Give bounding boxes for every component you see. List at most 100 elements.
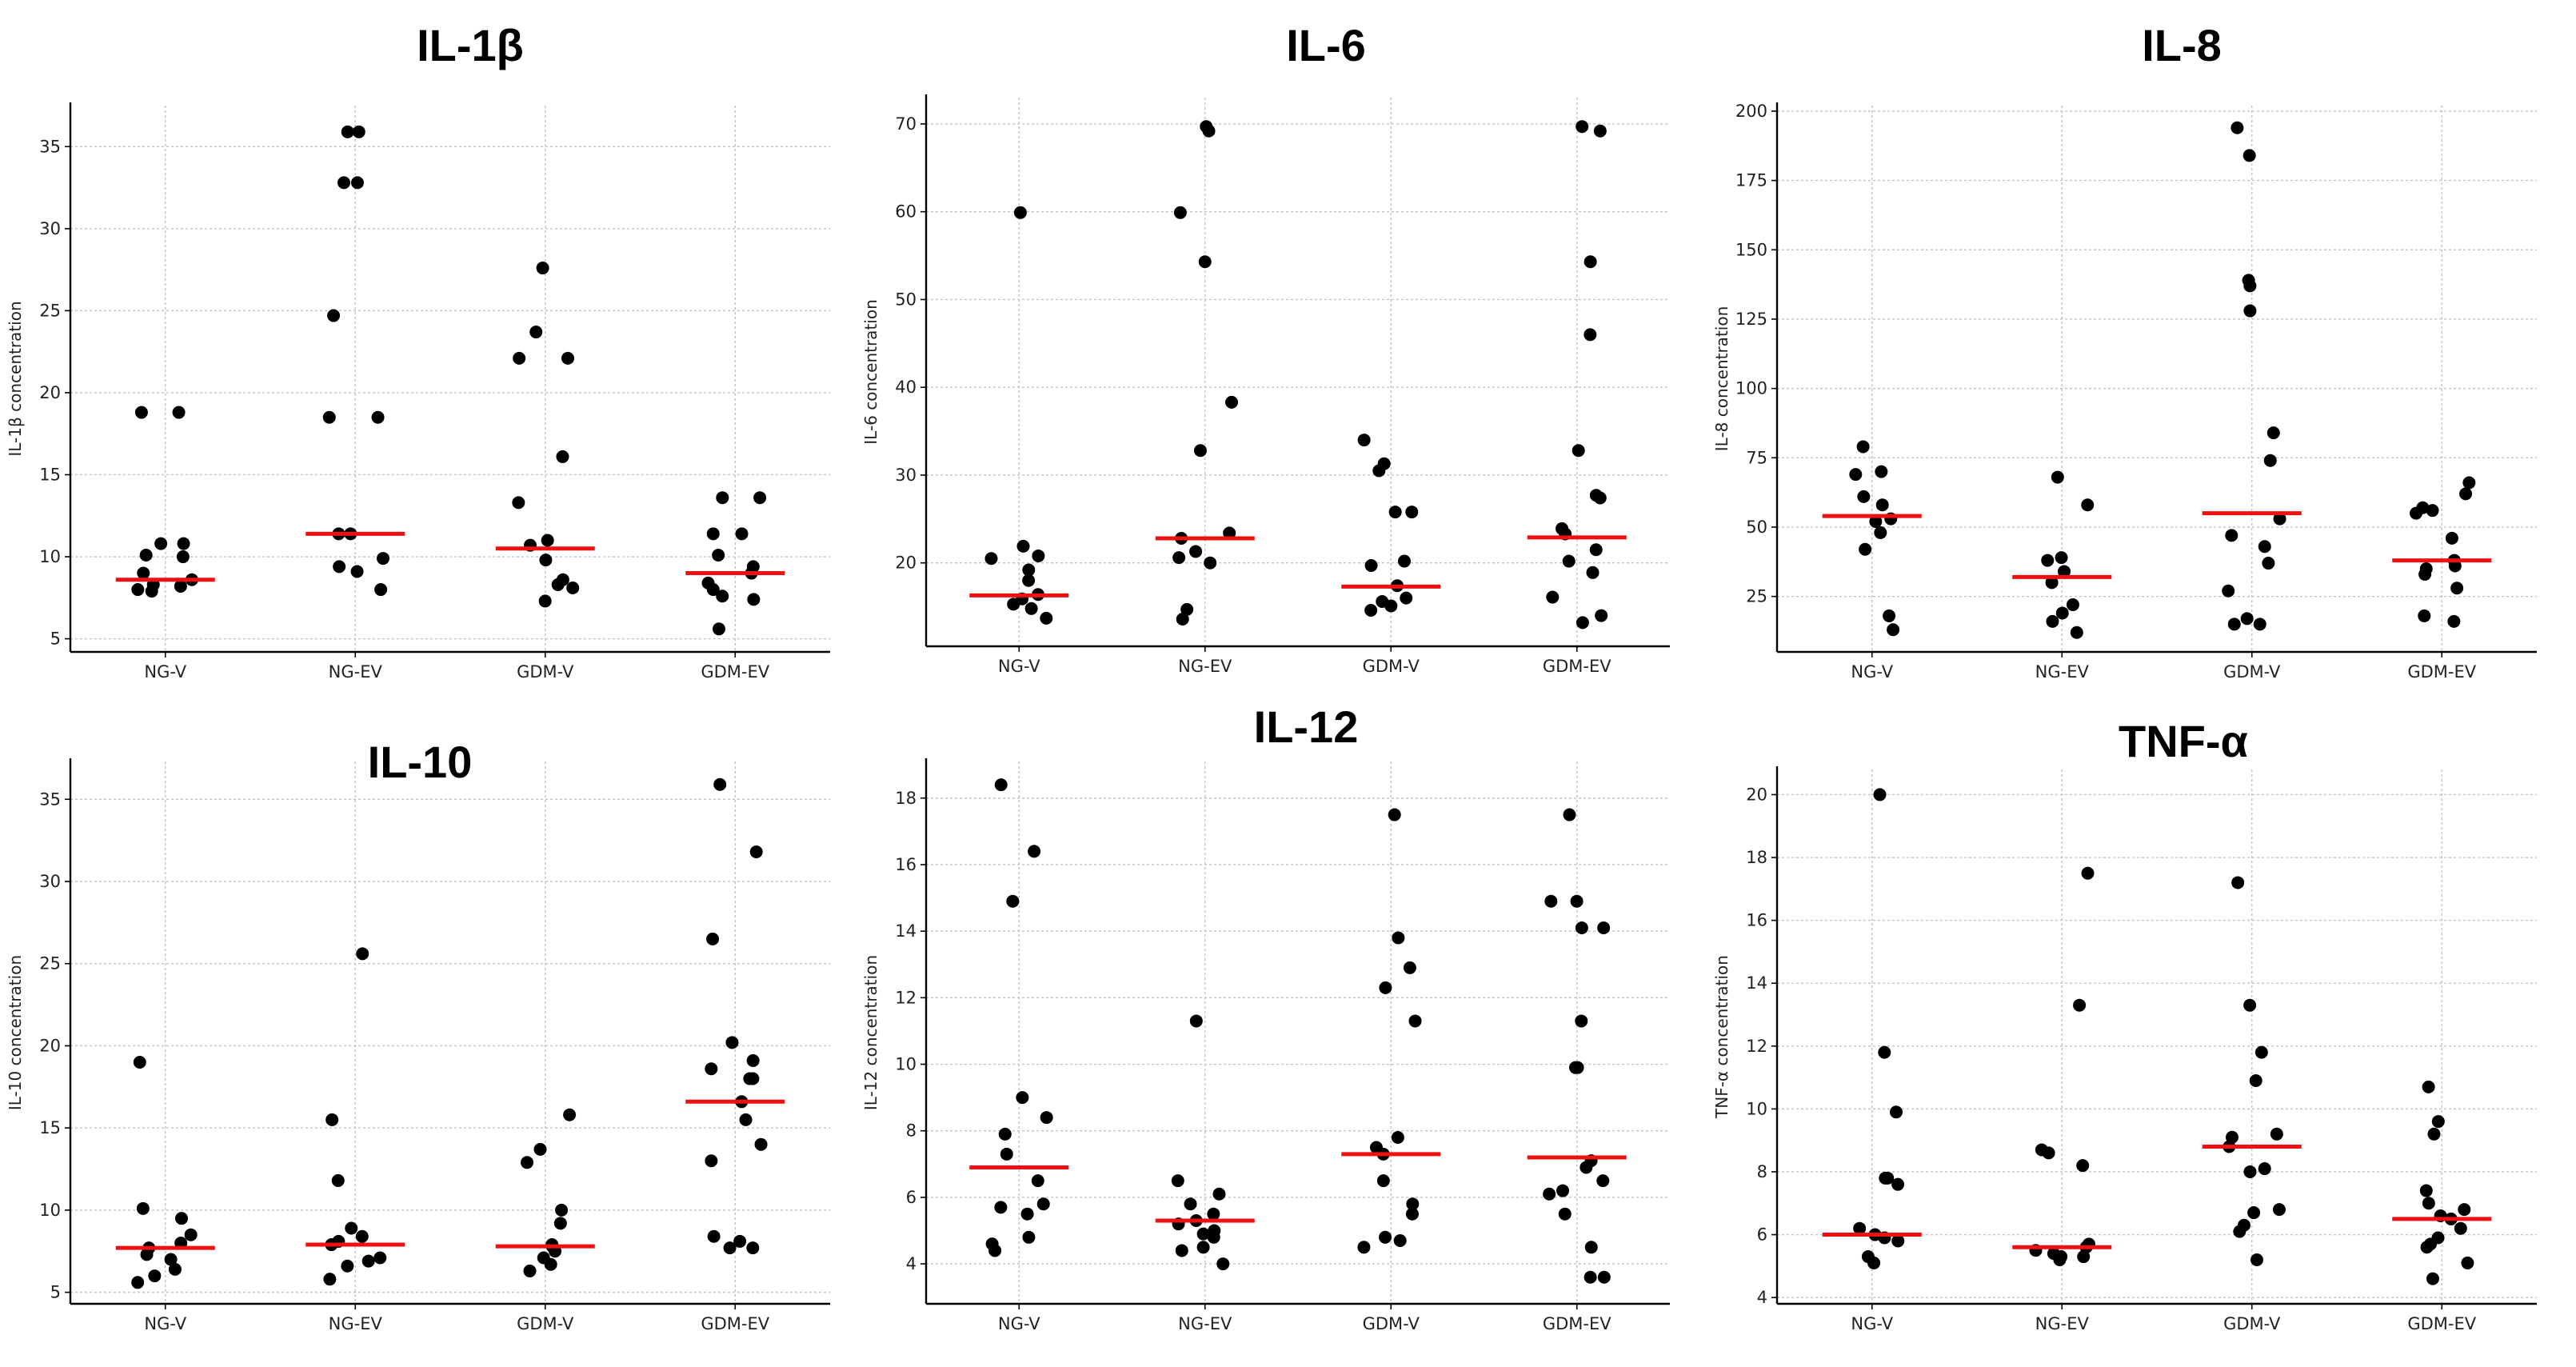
data-point — [2426, 1272, 2439, 1285]
data-point — [2419, 1184, 2433, 1197]
data-point — [1216, 1257, 1230, 1271]
y-tick-label: 18 — [1746, 848, 1767, 867]
data-point — [1891, 1234, 1905, 1248]
data-point — [1379, 1230, 1392, 1244]
data-point — [1597, 921, 1611, 934]
data-point — [716, 590, 729, 603]
data-point — [373, 1251, 387, 1265]
data-point — [1867, 1256, 1881, 1269]
x-tick-label: GDM-EV — [701, 1314, 769, 1333]
data-point — [2422, 1080, 2435, 1093]
data-point — [1171, 1174, 1184, 1188]
data-point — [2055, 606, 2069, 620]
data-point — [706, 932, 720, 945]
data-point — [706, 583, 720, 597]
y-tick-label: 70 — [895, 114, 917, 134]
data-point — [1570, 894, 1584, 908]
y-tick-label: 40 — [895, 378, 917, 397]
data-point — [1586, 566, 1600, 579]
y-axis-label: IL-8 concentration — [1712, 306, 1731, 452]
data-point — [376, 552, 389, 566]
data-point — [1372, 464, 1386, 478]
data-point — [994, 778, 1008, 792]
data-point — [1562, 554, 1576, 568]
y-axis-label: TNF-α concentration — [1712, 955, 1731, 1119]
data-point — [1575, 921, 1588, 934]
data-point — [998, 1127, 1012, 1141]
y-tick-label: 12 — [1746, 1037, 1767, 1056]
data-point — [2231, 876, 2245, 889]
data-point — [323, 1273, 337, 1286]
x-tick-label: GDM-EV — [1543, 657, 1611, 676]
data-point — [1576, 120, 1589, 134]
data-point — [733, 1234, 747, 1248]
data-point — [716, 491, 729, 505]
data-point — [2426, 504, 2439, 518]
data-point — [1175, 1244, 1188, 1257]
data-point — [2066, 598, 2079, 612]
data-point — [131, 1276, 145, 1289]
data-point — [746, 1072, 760, 1085]
data-point — [1853, 1221, 1867, 1235]
data-point — [705, 1062, 718, 1076]
data-point — [1597, 1270, 1611, 1284]
data-point — [1589, 543, 1603, 557]
x-tick-label: GDM-V — [517, 662, 574, 682]
data-point — [1376, 1174, 1390, 1188]
data-point — [2053, 1253, 2067, 1266]
y-axis-label: IL-1β concentration — [6, 301, 25, 456]
y-tick-label: 10 — [895, 1055, 917, 1074]
data-point — [2450, 582, 2464, 595]
data-point — [1364, 559, 1378, 573]
data-point — [1007, 598, 1020, 611]
y-tick-label: 50 — [1746, 518, 1767, 537]
data-point — [988, 1244, 1002, 1257]
data-point — [753, 491, 767, 505]
data-point — [1204, 556, 1217, 570]
data-point — [1400, 591, 1413, 605]
data-point — [513, 351, 526, 365]
data-point — [1016, 539, 1030, 553]
data-point — [1189, 545, 1203, 558]
data-point — [1022, 574, 1036, 587]
data-point — [137, 566, 150, 580]
data-point — [2225, 529, 2239, 542]
data-point — [2070, 626, 2083, 639]
data-point — [538, 594, 552, 608]
y-tick-label: 50 — [895, 290, 917, 309]
data-point — [1403, 961, 1416, 974]
data-point — [536, 262, 549, 275]
data-point — [184, 1228, 198, 1241]
x-tick-label: NG-V — [998, 657, 1040, 676]
data-point — [2454, 1221, 2467, 1235]
data-point — [1198, 255, 1212, 269]
data-point — [1889, 1105, 1903, 1119]
data-point — [168, 1262, 182, 1276]
y-tick-label: 14 — [895, 921, 917, 941]
data-point — [1184, 1197, 1197, 1211]
x-tick-label: GDM-EV — [1543, 1314, 1611, 1333]
data-point — [341, 125, 354, 138]
data-point — [521, 1156, 534, 1169]
data-point — [566, 582, 580, 595]
data-point — [2045, 576, 2059, 590]
data-point — [2233, 1225, 2247, 1238]
data-point — [2077, 1250, 2091, 1264]
data-point — [2227, 618, 2241, 631]
y-tick-label: 20 — [895, 554, 917, 573]
data-point — [1859, 542, 1872, 556]
data-point — [148, 1269, 162, 1283]
y-tick-label: 15 — [39, 465, 61, 484]
data-point — [154, 537, 168, 550]
data-point — [1563, 808, 1576, 821]
chart-title: IL-10 — [368, 737, 473, 787]
chart-panel-2: 20 30 40 50 60 70 NG-V NG-EV GDM-V GDM-EV IL-6 con… — [861, 20, 1670, 676]
data-point — [1379, 981, 1392, 994]
data-point — [1391, 1131, 1404, 1145]
data-point — [1193, 444, 1207, 458]
data-point — [1596, 1174, 1610, 1188]
data-point — [325, 1113, 339, 1126]
data-point — [1878, 1045, 1891, 1059]
y-tick-label: 12 — [895, 988, 917, 1007]
data-point — [556, 450, 569, 463]
